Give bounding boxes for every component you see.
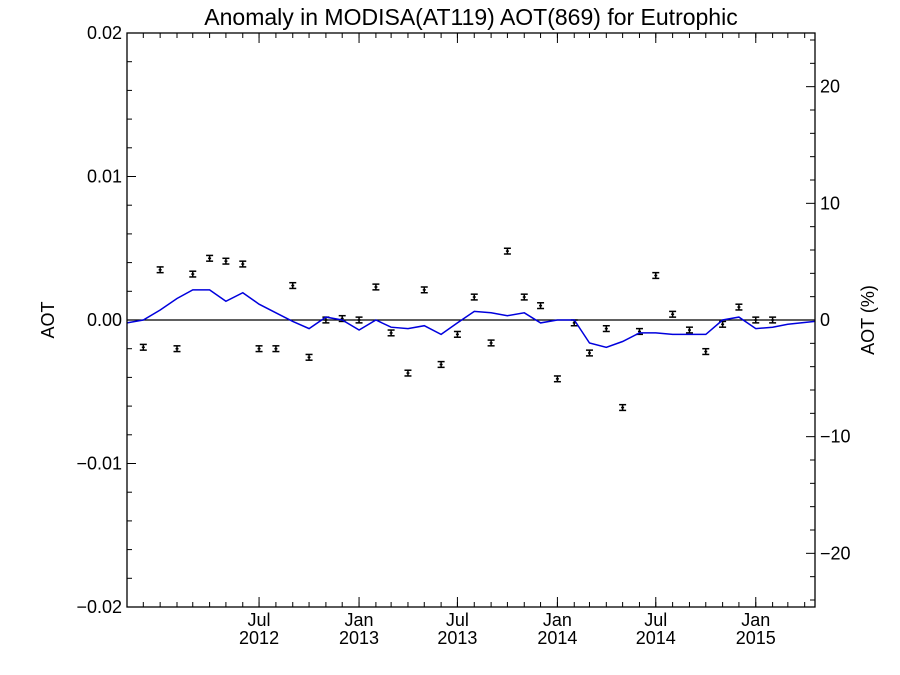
error-bar-point — [206, 254, 214, 262]
x-tick-year-label: 2012 — [239, 628, 279, 648]
error-bar-point — [305, 353, 313, 361]
error-bar-point — [585, 349, 593, 357]
plot-area — [126, 32, 816, 608]
x-tick-year-label: 2013 — [339, 628, 379, 648]
error-bar-point — [520, 293, 528, 301]
error-bar-point — [602, 324, 610, 333]
error-bar-point — [437, 360, 445, 369]
error-bar-point — [255, 345, 263, 353]
error-bar-point — [173, 345, 181, 353]
error-bar-point — [189, 270, 197, 278]
x-tick-year-label: 2014 — [537, 628, 577, 648]
error-bar-point — [669, 310, 677, 318]
y-axis-title: AOT — [38, 301, 58, 338]
error-bar-point — [685, 326, 693, 334]
error-bar-point — [735, 303, 743, 311]
error-bar-point — [222, 257, 230, 265]
error-bar-point — [652, 271, 660, 280]
y-axis-title-right: AOT (%) — [858, 285, 878, 355]
x-tick-year-label: 2015 — [736, 628, 776, 648]
error-bar-point — [272, 345, 280, 353]
y-tick-label: 0.01 — [87, 167, 122, 187]
error-bar-point — [289, 281, 297, 290]
error-bar-point — [752, 316, 760, 324]
error-bar-point — [355, 316, 363, 324]
y-tick-label-right: 20 — [820, 77, 840, 97]
y-tick-label: 0.02 — [87, 23, 122, 43]
x-tick-month-label: Jul — [644, 610, 667, 630]
y-tick-label-right: −10 — [820, 427, 851, 447]
y-tick-label: 0.00 — [87, 310, 122, 330]
x-tick-month-label: Jan — [741, 610, 770, 630]
y-tick-label-right: 10 — [820, 193, 840, 213]
x-tick-month-label: Jul — [446, 610, 469, 630]
x-tick-month-label: Jan — [543, 610, 572, 630]
x-tick-year-label: 2013 — [437, 628, 477, 648]
y-tick-label-right: 0 — [820, 310, 830, 330]
error-bar-point — [503, 247, 511, 255]
blue-trend-line — [126, 289, 816, 349]
error-bar-point — [139, 343, 147, 351]
error-bar-point — [453, 330, 461, 338]
y-tick-label: −0.01 — [76, 454, 122, 474]
error-bar-point — [322, 316, 330, 324]
y-tick-label: −0.02 — [76, 597, 122, 617]
error-bar-point — [156, 266, 164, 274]
error-bar-point — [372, 283, 380, 291]
x-tick-year-label: 2014 — [636, 628, 676, 648]
error-bar-point — [702, 347, 710, 356]
plot-frame — [126, 32, 816, 608]
error-bar-point — [769, 316, 777, 324]
error-bar-point — [387, 329, 395, 337]
y-tick-label-right: −20 — [820, 543, 851, 563]
error-bar-point — [239, 260, 247, 268]
error-bar-point — [553, 375, 561, 383]
error-bar-point — [487, 339, 495, 347]
error-bar-point — [619, 403, 627, 412]
error-bar-point — [470, 293, 478, 301]
x-tick-month-label: Jan — [345, 610, 374, 630]
error-bar-point — [404, 369, 412, 377]
chart-title: Anomaly in MODISA(AT119) AOT(869) for Eu… — [204, 4, 737, 30]
error-bar-point — [537, 302, 545, 310]
x-tick-month-label: Jul — [248, 610, 271, 630]
error-bar-point — [420, 286, 428, 294]
